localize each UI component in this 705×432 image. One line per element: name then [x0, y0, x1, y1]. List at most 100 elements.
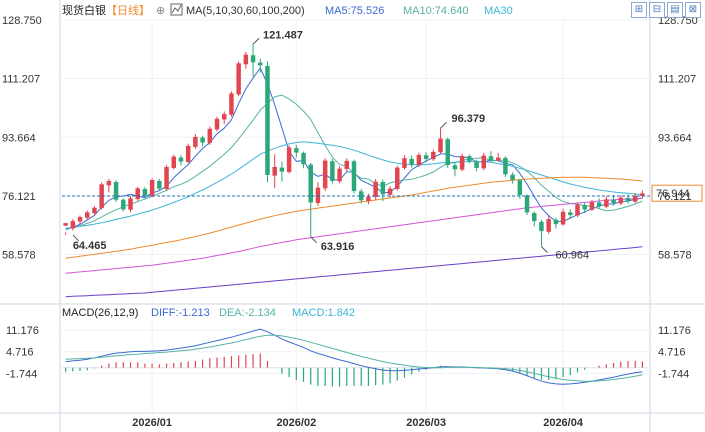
ma-settings-label[interactable]: MA(5,10,30,60,100,200) [186, 5, 305, 17]
instrument-name: 现货白银 [62, 3, 106, 17]
candle-body [250, 55, 256, 63]
x-tick-label: 2026/03 [406, 417, 446, 429]
candle-body [488, 156, 494, 161]
price-tick-left: 58.578 [2, 250, 36, 262]
candle-body [532, 213, 537, 222]
current-price-label: 76.944 [656, 188, 690, 200]
period-marker-icon[interactable]: ⊕ [156, 5, 165, 17]
candle-body [517, 180, 523, 196]
candle-body [582, 205, 587, 210]
annotation-96.379: 96.379 [452, 113, 486, 125]
price-tick-left: 76.121 [2, 191, 36, 203]
macd-diff: DIFF:-1.213 [151, 307, 210, 319]
close-icon[interactable]: ⊠ [685, 2, 701, 18]
candle-body [409, 158, 414, 165]
x-tick-label: 2026/01 [132, 417, 172, 429]
price-tick-left: 111.207 [2, 74, 40, 86]
candle-body [279, 167, 285, 172]
candle-body [416, 154, 422, 165]
candle-body [185, 145, 191, 162]
candle-body [164, 166, 169, 190]
candle-body [402, 158, 407, 168]
candle-body [286, 147, 292, 172]
candle-body [495, 157, 501, 161]
candle-body [301, 152, 306, 165]
annotation-121.487: 121.487 [263, 29, 303, 41]
candle-body [243, 54, 249, 65]
candle-body [452, 165, 458, 170]
macd-legend: MACD(26,12,9) DIFF:-1.213 DEA:-2.134 MAC… [62, 307, 355, 319]
candle-body [351, 161, 357, 192]
candle-body [294, 148, 299, 153]
price-tick-left: 93.664 [2, 132, 36, 144]
candle-body [236, 63, 241, 95]
annotation-64.465: 64.465 [73, 240, 107, 252]
x-tick-label: 2026/04 [543, 417, 584, 429]
candle-body [589, 202, 595, 210]
candle-body [84, 212, 90, 218]
price-annotations: 76.944 121.487 96.379 64.465 63.916 60.964 [62, 29, 703, 262]
candle-body [387, 188, 393, 195]
collapse-icon[interactable]: ⊟ [649, 2, 665, 18]
candle-body [149, 179, 155, 197]
candle-body [431, 151, 436, 160]
candle-body [596, 202, 602, 207]
candle-body [207, 128, 213, 143]
ma-line-ma30 [65, 141, 643, 229]
x-tick-label: 2026/02 [276, 417, 316, 429]
candle-body [229, 93, 234, 115]
candle-body [193, 136, 198, 147]
candle-body [308, 164, 313, 203]
candle-body [618, 197, 624, 204]
ma-line-ma60 [65, 176, 643, 259]
price-tick-left: 128.750 [2, 15, 42, 27]
macd-title: MACD(26,12,9) [62, 307, 138, 319]
annotation-leader [310, 236, 318, 244]
candle-body [113, 181, 119, 200]
main-legend: 现货白银 【日线】 ⊕ MA(5,10,30,60,100,200) MA5:7… [62, 3, 513, 17]
expand-icon[interactable]: ⊞ [631, 2, 647, 18]
candle-body [481, 155, 487, 169]
candle-body [467, 156, 472, 162]
candle-body [77, 217, 83, 222]
price-tick-right: 93.664 [658, 132, 692, 144]
macd-value: MACD:1.842 [292, 307, 355, 319]
candle-body [358, 191, 364, 201]
candle-body [539, 221, 544, 232]
ma-chart-icon [170, 3, 183, 16]
candle-body [99, 184, 104, 209]
candle-body [258, 62, 263, 66]
price-tick-right: 76.121 [658, 191, 692, 203]
macd-tick-left: -1.744 [6, 369, 37, 381]
candle-body [121, 199, 126, 210]
annotation-leader [252, 37, 260, 45]
candle-body [423, 155, 429, 159]
annotation-63.916: 63.916 [321, 241, 355, 253]
candle-body [575, 204, 580, 216]
axes: 128.750 128.750 111.207 111.207 93.664 93.664… [2, 15, 698, 429]
candle-body [63, 223, 68, 226]
settings-icon[interactable]: ▤ [667, 2, 683, 18]
candle-body [142, 189, 148, 196]
window-controls: ⊞ ⊟ ▤ ⊠ [631, 2, 701, 18]
candle-body [200, 137, 205, 143]
macd-tick-right: 4.716 [658, 347, 686, 359]
annotation-leader [72, 234, 80, 242]
candle-body [366, 196, 371, 202]
candle-body [106, 180, 112, 186]
candle-body [221, 114, 227, 120]
ma10-value: MA10:74.640 [403, 5, 468, 17]
candle-body [459, 155, 465, 170]
candle-body [330, 161, 335, 181]
ma30-value: MA30 [484, 5, 513, 17]
macd-tick-right: 11.176 [658, 325, 691, 337]
current-price-tag [651, 184, 703, 202]
candle-body [474, 161, 479, 168]
candle-body [337, 168, 342, 182]
candle-body [604, 199, 609, 207]
candle-body [272, 166, 277, 176]
period-label[interactable]: 【日线】 [106, 3, 150, 17]
candle-body [315, 187, 321, 204]
candle-body [92, 207, 97, 214]
